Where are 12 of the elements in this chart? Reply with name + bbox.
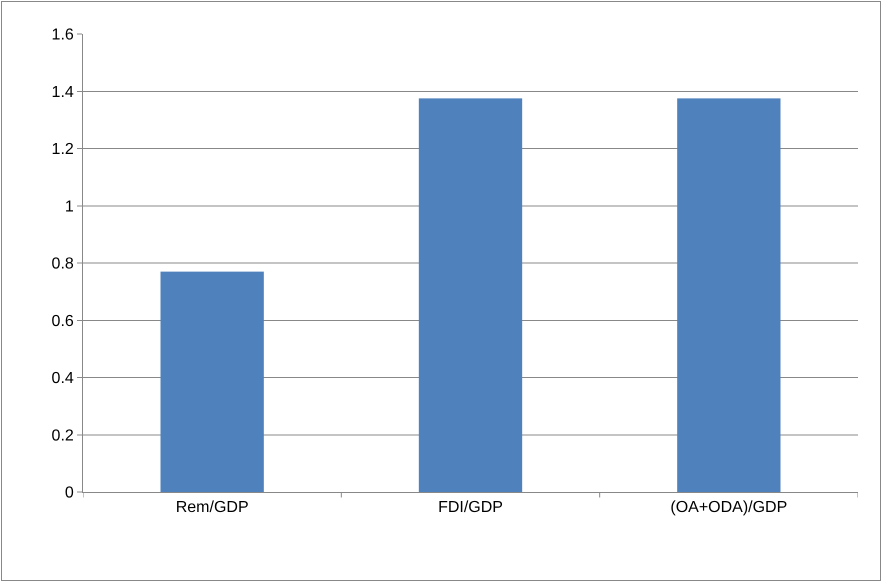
- y-tick-label: 1.2: [52, 141, 74, 158]
- y-tick-label: 0.4: [52, 370, 74, 388]
- x-tick-label: FDI/GDP: [438, 499, 503, 516]
- y-tick-label: 0: [64, 484, 74, 502]
- y-tick-label: 0.6: [52, 312, 74, 330]
- y-tick-label: 0.2: [52, 427, 74, 444]
- x-tick-label: Rem/GDP: [176, 499, 249, 516]
- y-tick-label: 0.8: [52, 256, 74, 273]
- y-tick-label: 1.4: [52, 84, 74, 101]
- y-tick-label: 1.6: [52, 26, 74, 44]
- x-tick-label: (OA+ODA)/GDP: [670, 499, 788, 516]
- y-tick-label: 1: [64, 198, 74, 216]
